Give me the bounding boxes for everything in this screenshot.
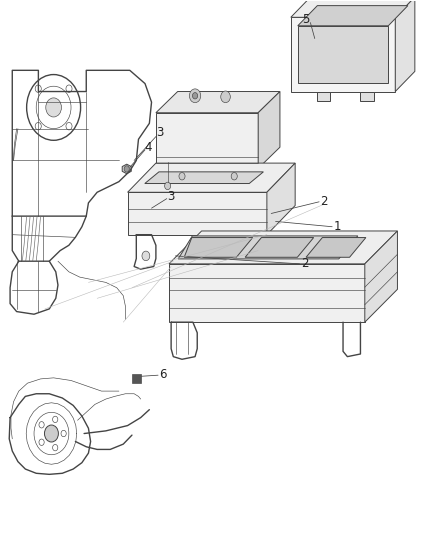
Text: 6: 6	[159, 368, 167, 381]
Circle shape	[124, 166, 129, 172]
Polygon shape	[360, 92, 374, 101]
Polygon shape	[127, 163, 295, 192]
Polygon shape	[365, 231, 397, 322]
Polygon shape	[169, 231, 397, 264]
Circle shape	[35, 123, 41, 130]
Polygon shape	[245, 238, 314, 257]
Polygon shape	[395, 0, 415, 92]
Polygon shape	[298, 6, 408, 26]
Text: 2: 2	[320, 195, 328, 208]
Polygon shape	[306, 238, 366, 257]
Circle shape	[61, 430, 66, 437]
Polygon shape	[145, 172, 263, 183]
Circle shape	[46, 98, 61, 117]
Polygon shape	[267, 163, 295, 235]
Circle shape	[66, 85, 72, 92]
Text: 3: 3	[167, 190, 175, 203]
Polygon shape	[317, 92, 330, 101]
Polygon shape	[169, 264, 365, 322]
Polygon shape	[291, 0, 415, 17]
Polygon shape	[156, 113, 258, 168]
Polygon shape	[156, 92, 280, 113]
Polygon shape	[258, 92, 280, 168]
Circle shape	[179, 173, 185, 180]
Polygon shape	[291, 17, 395, 92]
Polygon shape	[184, 238, 253, 257]
Circle shape	[66, 123, 72, 130]
Polygon shape	[298, 26, 389, 83]
Circle shape	[39, 439, 44, 446]
Circle shape	[45, 425, 58, 442]
Circle shape	[189, 89, 201, 103]
Text: 4: 4	[145, 141, 152, 154]
Circle shape	[221, 91, 230, 103]
Text: 3: 3	[155, 126, 163, 140]
Polygon shape	[178, 236, 358, 259]
Bar	[132, 374, 141, 383]
Circle shape	[53, 445, 58, 451]
Text: 2: 2	[301, 257, 308, 270]
Polygon shape	[127, 192, 267, 235]
Polygon shape	[122, 164, 131, 174]
Circle shape	[192, 93, 198, 99]
Text: 5: 5	[302, 13, 310, 27]
Text: 1: 1	[333, 220, 341, 233]
Circle shape	[142, 251, 150, 261]
Circle shape	[35, 85, 41, 92]
Circle shape	[39, 422, 44, 428]
Circle shape	[165, 182, 171, 190]
Circle shape	[231, 173, 237, 180]
Circle shape	[53, 416, 58, 423]
